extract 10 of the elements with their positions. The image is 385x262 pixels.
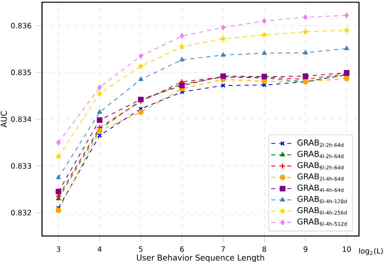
legend-label: GRAB$_{6l-4h-128d}$ [298, 196, 347, 204]
x-axis-title: User Behavior Sequence Length [136, 254, 264, 262]
y-axis-title: AUC [0, 111, 7, 128]
legend-label: GRAB$_{6l-4h-512d}$ [298, 218, 347, 226]
legend-label: GRAB$_{2l-2h-64d}$ [298, 140, 344, 147]
legend-label: GRAB$_{6l-4h-256d}$ [298, 207, 347, 215]
legend-label: GRAB$_{2l-4h-64d}$ [298, 173, 344, 181]
legend-label: GRAB$_{4l-2h-64d}$ [298, 150, 344, 158]
legend-label: GRAB$_{4l-4h-64d}$ [298, 184, 344, 192]
legend-label: GRAB$_{6l-2h-64d}$ [298, 162, 344, 170]
